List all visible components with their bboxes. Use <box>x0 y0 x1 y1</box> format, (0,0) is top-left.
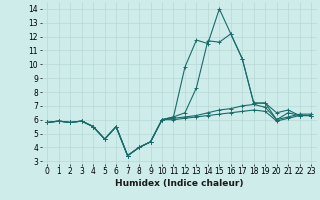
X-axis label: Humidex (Indice chaleur): Humidex (Indice chaleur) <box>115 179 244 188</box>
